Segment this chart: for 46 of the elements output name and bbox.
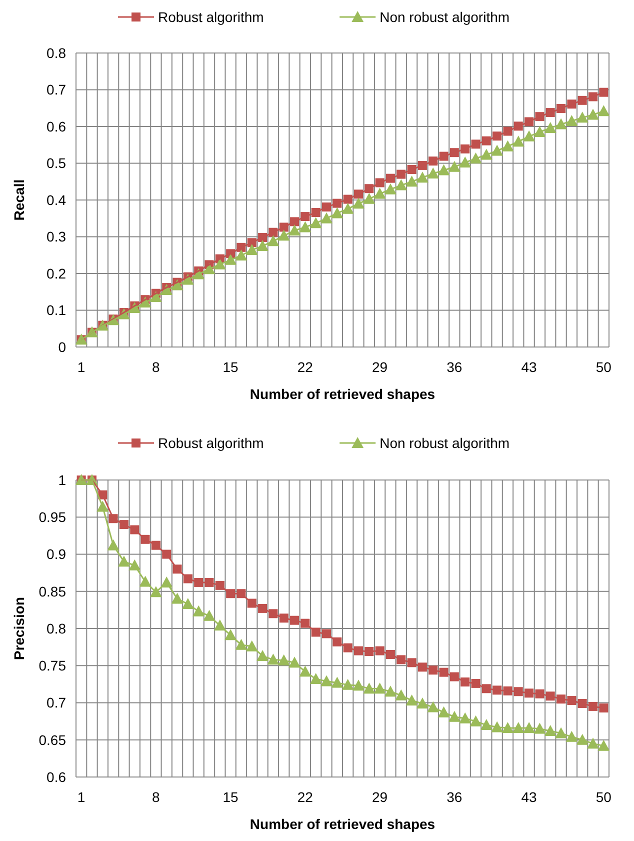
y-axis-title: Precision — [11, 596, 27, 660]
y-tick-label: 0.2 — [46, 265, 66, 282]
x-tick-label: 43 — [521, 359, 538, 375]
x-tick-label: 43 — [521, 789, 538, 805]
x-tick-label: 1 — [77, 359, 86, 375]
legend-label: Non robust algorithm — [380, 434, 510, 451]
y-tick-label: 0.6 — [46, 768, 66, 785]
y-tick-label: 0.85 — [38, 583, 66, 600]
y-tick-label: 0.95 — [38, 509, 66, 526]
legend-label: Non robust algorithm — [380, 8, 510, 25]
y-tick-label: 0.6 — [46, 118, 66, 134]
x-tick-label: 15 — [222, 359, 239, 375]
legend-label: Robust algorithm — [158, 8, 264, 25]
x-tick-label: 15 — [222, 789, 239, 805]
y-tick-label: 0.65 — [38, 732, 66, 748]
x-tick-label: 50 — [596, 789, 612, 805]
legend-label: Robust algorithm — [158, 434, 264, 451]
y-axis-title: Recall — [11, 179, 27, 221]
point — [599, 703, 608, 712]
y-tick-label: 0.8 — [46, 44, 66, 61]
y-tick-label: 0.3 — [46, 228, 66, 245]
point — [598, 740, 610, 751]
y-tick-label: 0.4 — [46, 192, 66, 208]
x-axis-title: Number of retrieved shapes — [250, 386, 436, 402]
y-tick-label: 1 — [58, 472, 66, 488]
y-tick-label: 0.7 — [46, 82, 66, 98]
x-tick-label: 8 — [152, 359, 160, 375]
x-tick-label: 8 — [152, 789, 160, 805]
x-tick-label: 22 — [297, 359, 314, 375]
x-tick-label: 1 — [77, 789, 86, 805]
x-tick-label: 36 — [446, 359, 462, 375]
x-axis-title: Number of retrieved shapes — [250, 816, 436, 832]
point — [599, 88, 608, 97]
x-tick-label: 29 — [372, 359, 388, 375]
y-tick-label: 0 — [58, 338, 66, 355]
x-tick-label: 50 — [596, 359, 612, 375]
y-tick-label: 0.5 — [46, 155, 66, 172]
point — [598, 105, 610, 116]
y-tick-label: 0.1 — [46, 302, 66, 318]
x-tick-label: 22 — [297, 789, 314, 805]
y-tick-label: 0.8 — [46, 620, 66, 636]
x-tick-label: 29 — [372, 789, 388, 805]
x-tick-label: 36 — [446, 789, 462, 805]
y-tick-label: 0.75 — [38, 658, 66, 674]
y-tick-label: 0.9 — [46, 546, 66, 562]
y-tick-label: 0.7 — [46, 694, 66, 711]
